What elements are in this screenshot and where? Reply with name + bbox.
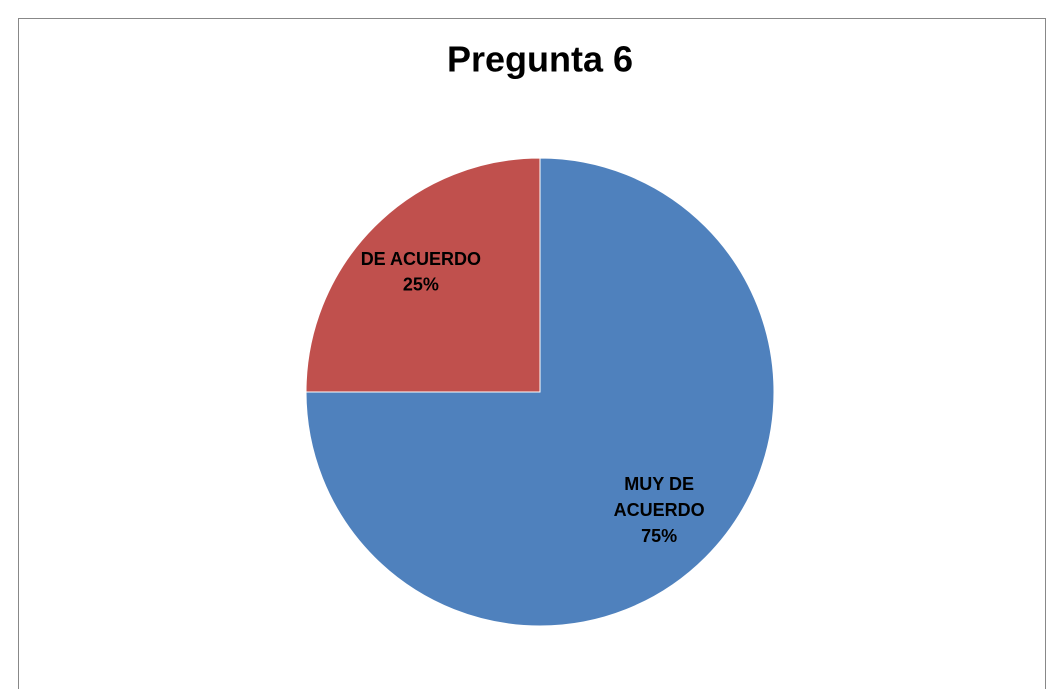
slice-category-label: DE ACUERDO: [361, 249, 481, 269]
category-line: MUY DE: [624, 474, 694, 494]
slice-value-label: 25%: [403, 275, 439, 295]
category-line: DE ACUERDO: [361, 249, 481, 269]
pie-slice: [305, 157, 541, 393]
slice-category-label: MUY DE ACUERDO: [614, 474, 705, 520]
category-line: ACUERDO: [614, 500, 705, 520]
slice-value-label: 75%: [641, 526, 677, 546]
chart-frame: [18, 18, 1046, 689]
chart-title: Pregunta 6: [447, 39, 633, 80]
